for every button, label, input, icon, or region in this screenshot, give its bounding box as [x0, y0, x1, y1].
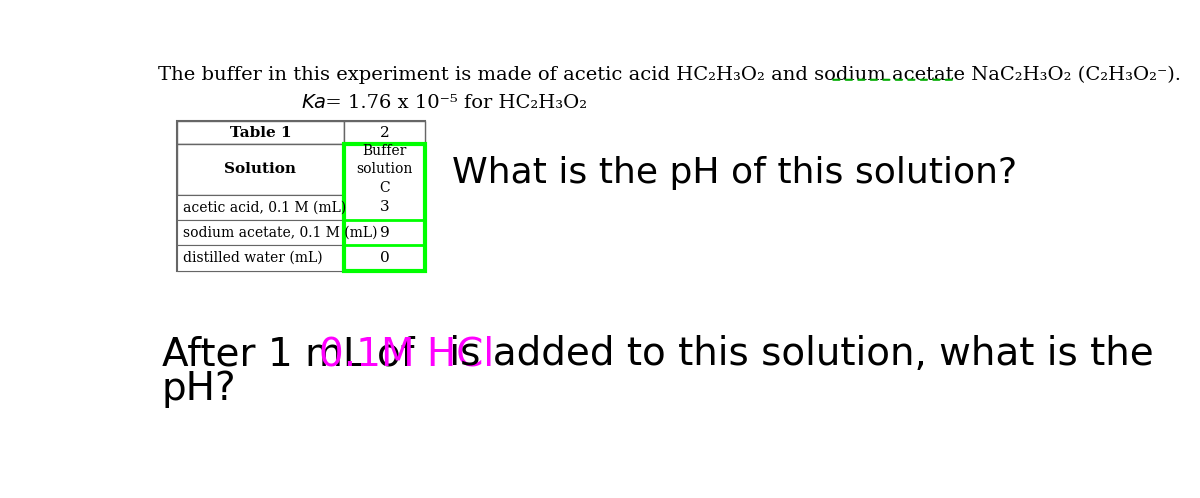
Text: 2: 2 [379, 126, 389, 140]
Bar [178, 122, 343, 144]
Text: Buffer
solution
C: Buffer solution C [356, 144, 413, 195]
Bar [178, 246, 343, 271]
Text: is added to this solution, what is the: is added to this solution, what is the [437, 336, 1153, 374]
Text: 0.1M HCl: 0.1M HCl [319, 336, 494, 374]
Text: 9: 9 [379, 226, 389, 240]
Bar [178, 122, 425, 271]
Text: What is the pH of this solution?: What is the pH of this solution? [452, 156, 1018, 190]
Text: $\mathit{Ka}$: $\mathit{Ka}$ [301, 95, 326, 113]
Text: Table 1: Table 1 [229, 126, 292, 140]
Text: 3: 3 [379, 200, 389, 214]
Text: Solution: Solution [224, 162, 296, 176]
Bar [178, 195, 343, 220]
Bar [178, 220, 343, 246]
Text: The buffer in this experiment is made of acetic acid HC₂H₃O₂ and sodium acetate : The buffer in this experiment is made of… [157, 66, 1181, 84]
Text: distilled water (mL): distilled water (mL) [184, 251, 323, 265]
Bar [343, 144, 425, 271]
Text: acetic acid, 0.1 M (mL): acetic acid, 0.1 M (mL) [184, 200, 347, 214]
Bar [343, 122, 425, 144]
Text: sodium acetate, 0.1 M (mL): sodium acetate, 0.1 M (mL) [184, 226, 378, 240]
Text: After 1 mL of: After 1 mL of [162, 336, 426, 374]
Text: pH?: pH? [162, 370, 236, 408]
Text: = 1.76 x 10⁻⁵ for HC₂H₃O₂: = 1.76 x 10⁻⁵ for HC₂H₃O₂ [319, 95, 587, 113]
Bar [178, 144, 343, 195]
Text: 0: 0 [379, 251, 389, 265]
